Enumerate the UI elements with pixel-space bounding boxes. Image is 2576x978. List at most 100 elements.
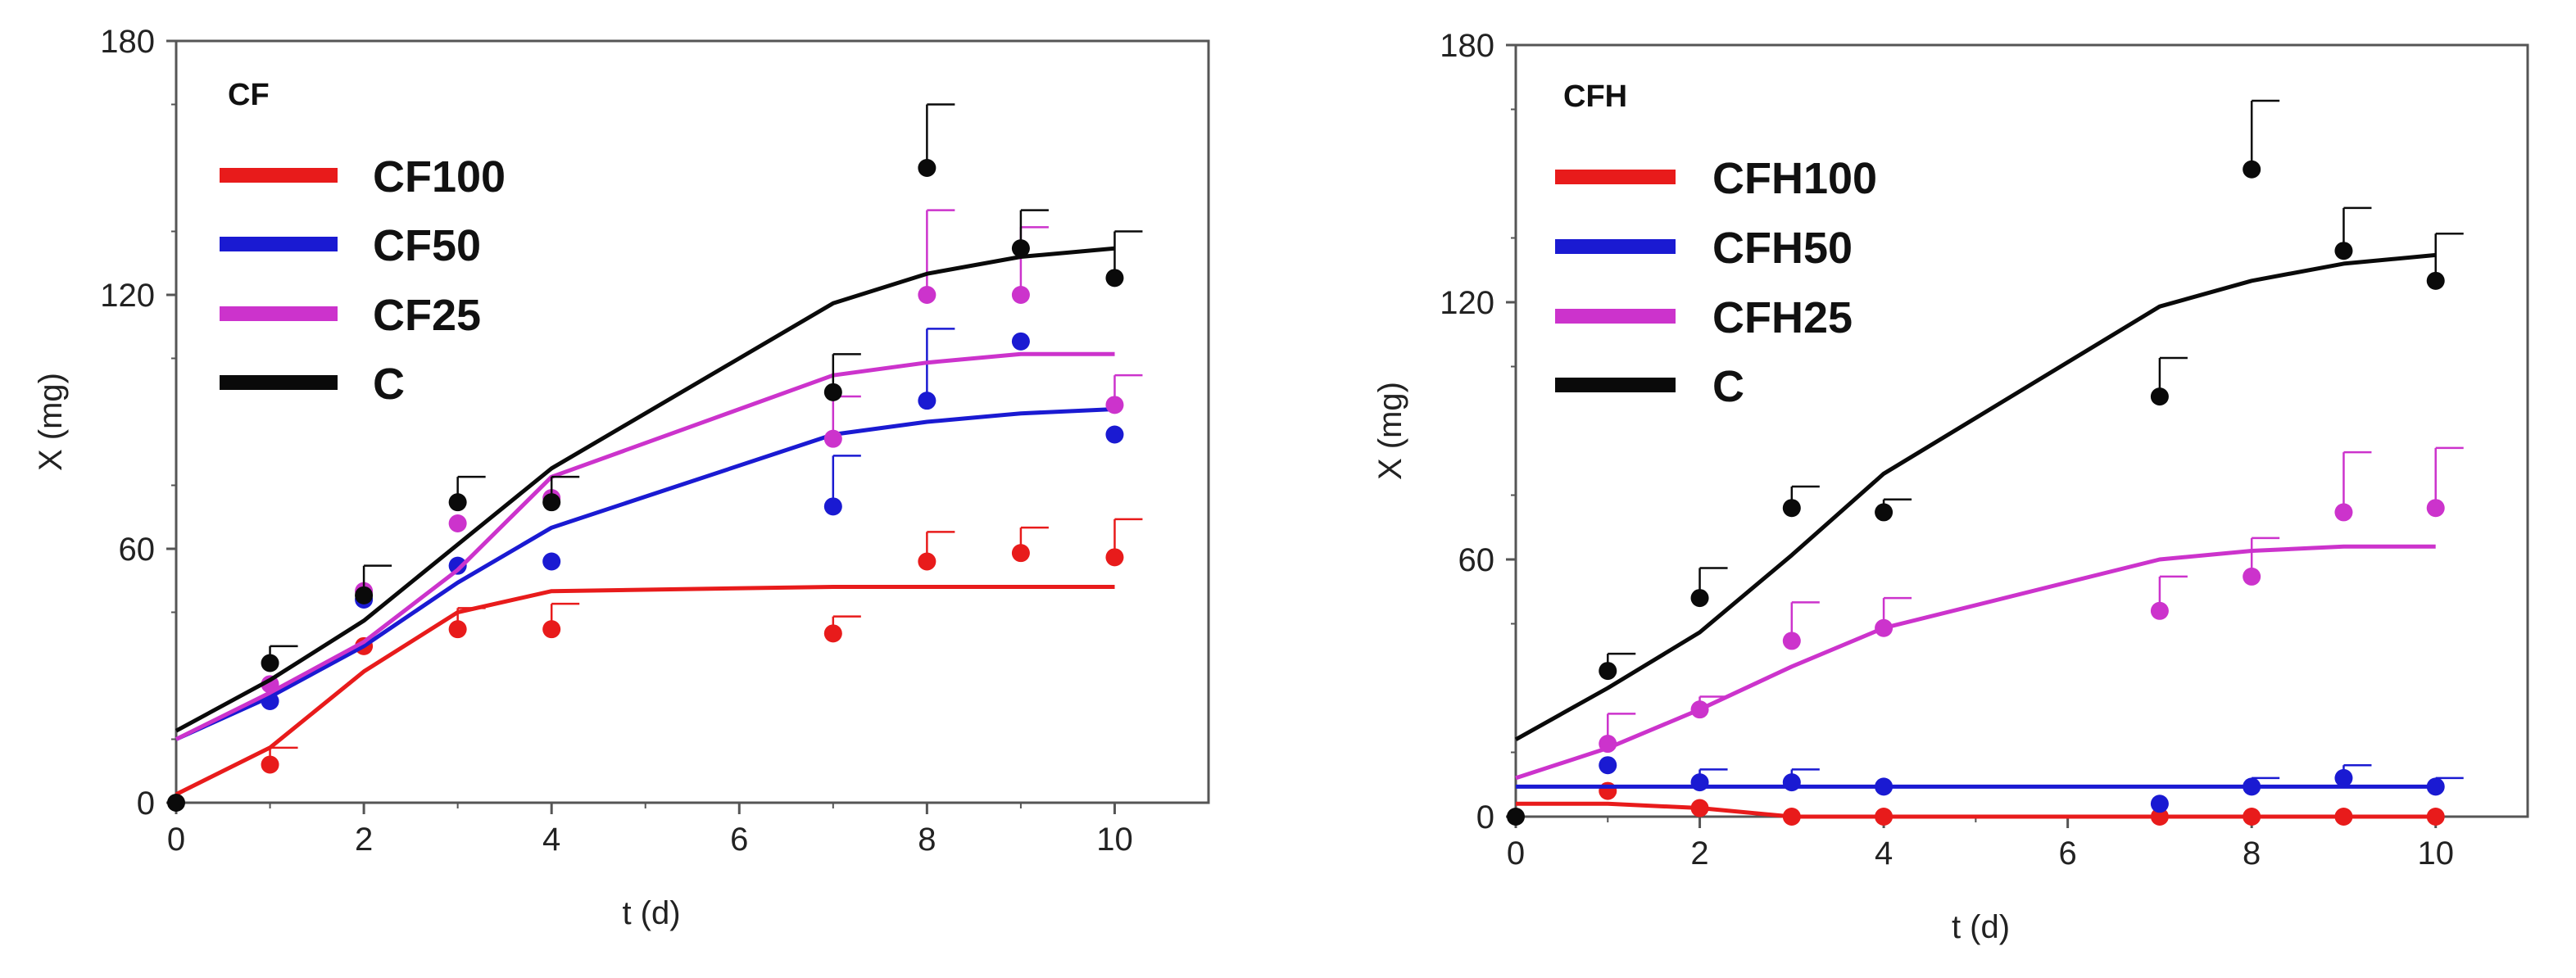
x-tick-label: 4 — [542, 822, 560, 858]
series-line — [1514, 252, 2436, 741]
data-point — [2426, 499, 2445, 518]
series-c — [167, 103, 1143, 812]
data-point — [1690, 799, 1709, 817]
series-cf100 — [175, 518, 1143, 796]
data-point — [1105, 548, 1124, 567]
data-point — [542, 620, 561, 639]
data-point — [1011, 332, 1030, 351]
x-tick-label: 6 — [730, 822, 748, 858]
data-point — [1875, 777, 1893, 796]
data-point — [1011, 544, 1030, 563]
panel-title: CF — [228, 78, 270, 112]
y-tick-label: 60 — [1458, 542, 1495, 578]
series-c — [1507, 99, 2464, 826]
data-point — [1782, 499, 1801, 518]
data-point — [2426, 808, 2445, 826]
data-point — [1782, 773, 1801, 792]
data-point — [261, 675, 279, 694]
x-tick-label: 8 — [918, 822, 936, 858]
data-point — [1599, 781, 1617, 800]
data-point — [2150, 808, 2169, 826]
x-tick-label: 10 — [1096, 822, 1133, 858]
data-point — [1507, 808, 1525, 826]
series-line — [175, 246, 1115, 733]
series-line — [175, 407, 1115, 741]
data-point — [1105, 425, 1124, 444]
data-point — [1011, 239, 1030, 258]
data-point — [1011, 286, 1030, 304]
data-point — [2243, 160, 2261, 179]
data-point — [2243, 777, 2261, 796]
series-cf25 — [175, 209, 1143, 741]
data-point — [448, 556, 467, 575]
legend-label: C — [1712, 362, 1744, 411]
series-cfh25 — [1515, 446, 2464, 781]
data-point — [2334, 768, 2353, 787]
plot-frame — [1514, 43, 2529, 818]
data-point — [1690, 700, 1709, 719]
data-point — [2150, 387, 2169, 406]
x-tick-label: 0 — [1507, 835, 1525, 872]
data-point — [355, 586, 374, 604]
legend: CF100 CF50 CF25 C — [220, 152, 506, 409]
y-tick-label: 60 — [119, 532, 156, 568]
data-point — [1782, 632, 1801, 650]
data-point — [823, 383, 842, 401]
y-tick-label: 120 — [100, 278, 155, 314]
legend-label: CF50 — [373, 221, 481, 270]
x-tick-label: 8 — [2243, 835, 2261, 872]
legend-label: CFH25 — [1712, 293, 1853, 342]
data-point — [167, 794, 185, 812]
data-point — [261, 654, 279, 672]
data-point — [1599, 756, 1617, 775]
data-point — [823, 497, 842, 516]
data-point — [1599, 662, 1617, 681]
data-point — [1105, 396, 1124, 414]
data-point — [918, 286, 937, 304]
data-point — [2334, 503, 2353, 522]
data-point — [1599, 735, 1617, 754]
data-point — [2150, 601, 2169, 620]
legend: CFH100 CFH50 CFH25 C — [1555, 154, 1877, 411]
data-point — [823, 624, 842, 643]
y-tick-label: 0 — [1476, 799, 1494, 835]
data-point — [1782, 808, 1801, 826]
x-tick-label: 10 — [2417, 835, 2454, 872]
x-tick-label: 2 — [1690, 835, 1708, 872]
y-axis-label: X (mg) — [1372, 382, 1408, 480]
data-point — [1690, 589, 1709, 608]
x-tick-label: 0 — [167, 822, 185, 858]
series-cf50 — [175, 328, 1124, 741]
legend-label: CFH50 — [1712, 224, 1853, 273]
legend-label: CF100 — [373, 152, 506, 201]
data-point — [2334, 808, 2353, 826]
data-point — [1875, 808, 1893, 826]
panel-cfh: 0 60 120 180 0 2 4 6 8 10 t (d) X (mg) CFH CFH100 CFH5… — [1372, 28, 2529, 945]
data-point — [1875, 618, 1893, 637]
x-tick-label: 2 — [355, 822, 373, 858]
data-point — [2150, 795, 2169, 813]
y-tick-label: 180 — [100, 24, 155, 60]
data-point — [448, 514, 467, 532]
data-point — [2243, 567, 2261, 586]
data-point — [261, 755, 279, 774]
data-point — [918, 392, 937, 410]
panel-title: CFH — [1563, 79, 1627, 114]
data-point — [542, 493, 561, 512]
legend-label: CF25 — [373, 291, 481, 340]
panel-cf: 0 60 120 180 0 2 4 6 8 10 t (d) X (mg) CF CF100 CF50 CF… — [33, 24, 1210, 931]
data-point — [918, 552, 937, 571]
y-axis-label: X (mg) — [33, 373, 69, 471]
series-line — [1516, 801, 2436, 819]
data-point — [2334, 242, 2353, 260]
y-tick-label: 0 — [137, 786, 155, 822]
y-tick-label: 180 — [1440, 28, 1494, 64]
data-point — [448, 493, 467, 512]
x-tick-label: 4 — [1875, 835, 1893, 872]
x-axis-label: t (d) — [622, 895, 680, 931]
data-point — [2426, 271, 2445, 290]
series-line — [175, 585, 1115, 796]
data-point — [1875, 503, 1893, 522]
data-point — [448, 620, 467, 639]
